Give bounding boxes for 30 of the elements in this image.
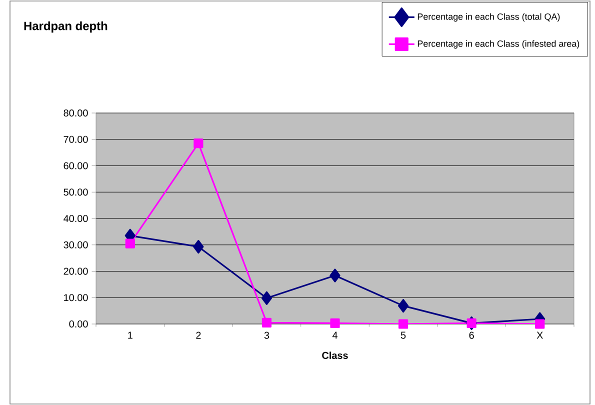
- y-tick-label: 0.00: [69, 320, 88, 328]
- y-tick-label: 10.00: [64, 294, 88, 302]
- y-tick-label: 80.00: [64, 109, 88, 117]
- y-tick-label: 20.00: [64, 268, 88, 275]
- point: [535, 319, 545, 329]
- point: [125, 238, 135, 248]
- x-tick-label: 3: [264, 332, 270, 339]
- x-tick-label: X: [536, 332, 543, 339]
- x-tick-label: 5: [400, 332, 406, 339]
- point: [193, 240, 204, 254]
- x-tick-label: 1: [128, 332, 132, 339]
- y-tick-label: 40.00: [64, 214, 88, 222]
- x-tick-label: 2: [196, 332, 201, 339]
- point: [194, 138, 204, 148]
- point: [262, 318, 272, 328]
- point: [330, 318, 340, 328]
- point: [330, 268, 340, 282]
- y-tick-label: 60.00: [64, 162, 88, 170]
- y-tick-label: 70.00: [64, 136, 88, 143]
- legend-label: Percentage in each Class (total QA): [418, 13, 560, 22]
- point: [261, 291, 272, 305]
- x-tick-label: 4: [332, 332, 338, 339]
- y-tick-label: 50.00: [64, 188, 88, 196]
- x-tick-label: 6: [469, 332, 474, 339]
- point: [398, 299, 409, 313]
- y-tick-label: 30.00: [64, 241, 88, 248]
- chart-title: Hardpan depth: [24, 21, 108, 33]
- point: [398, 319, 408, 329]
- x-axis-title: Class: [322, 352, 348, 359]
- legend-label: Percentage in each Class (infested area): [418, 40, 580, 49]
